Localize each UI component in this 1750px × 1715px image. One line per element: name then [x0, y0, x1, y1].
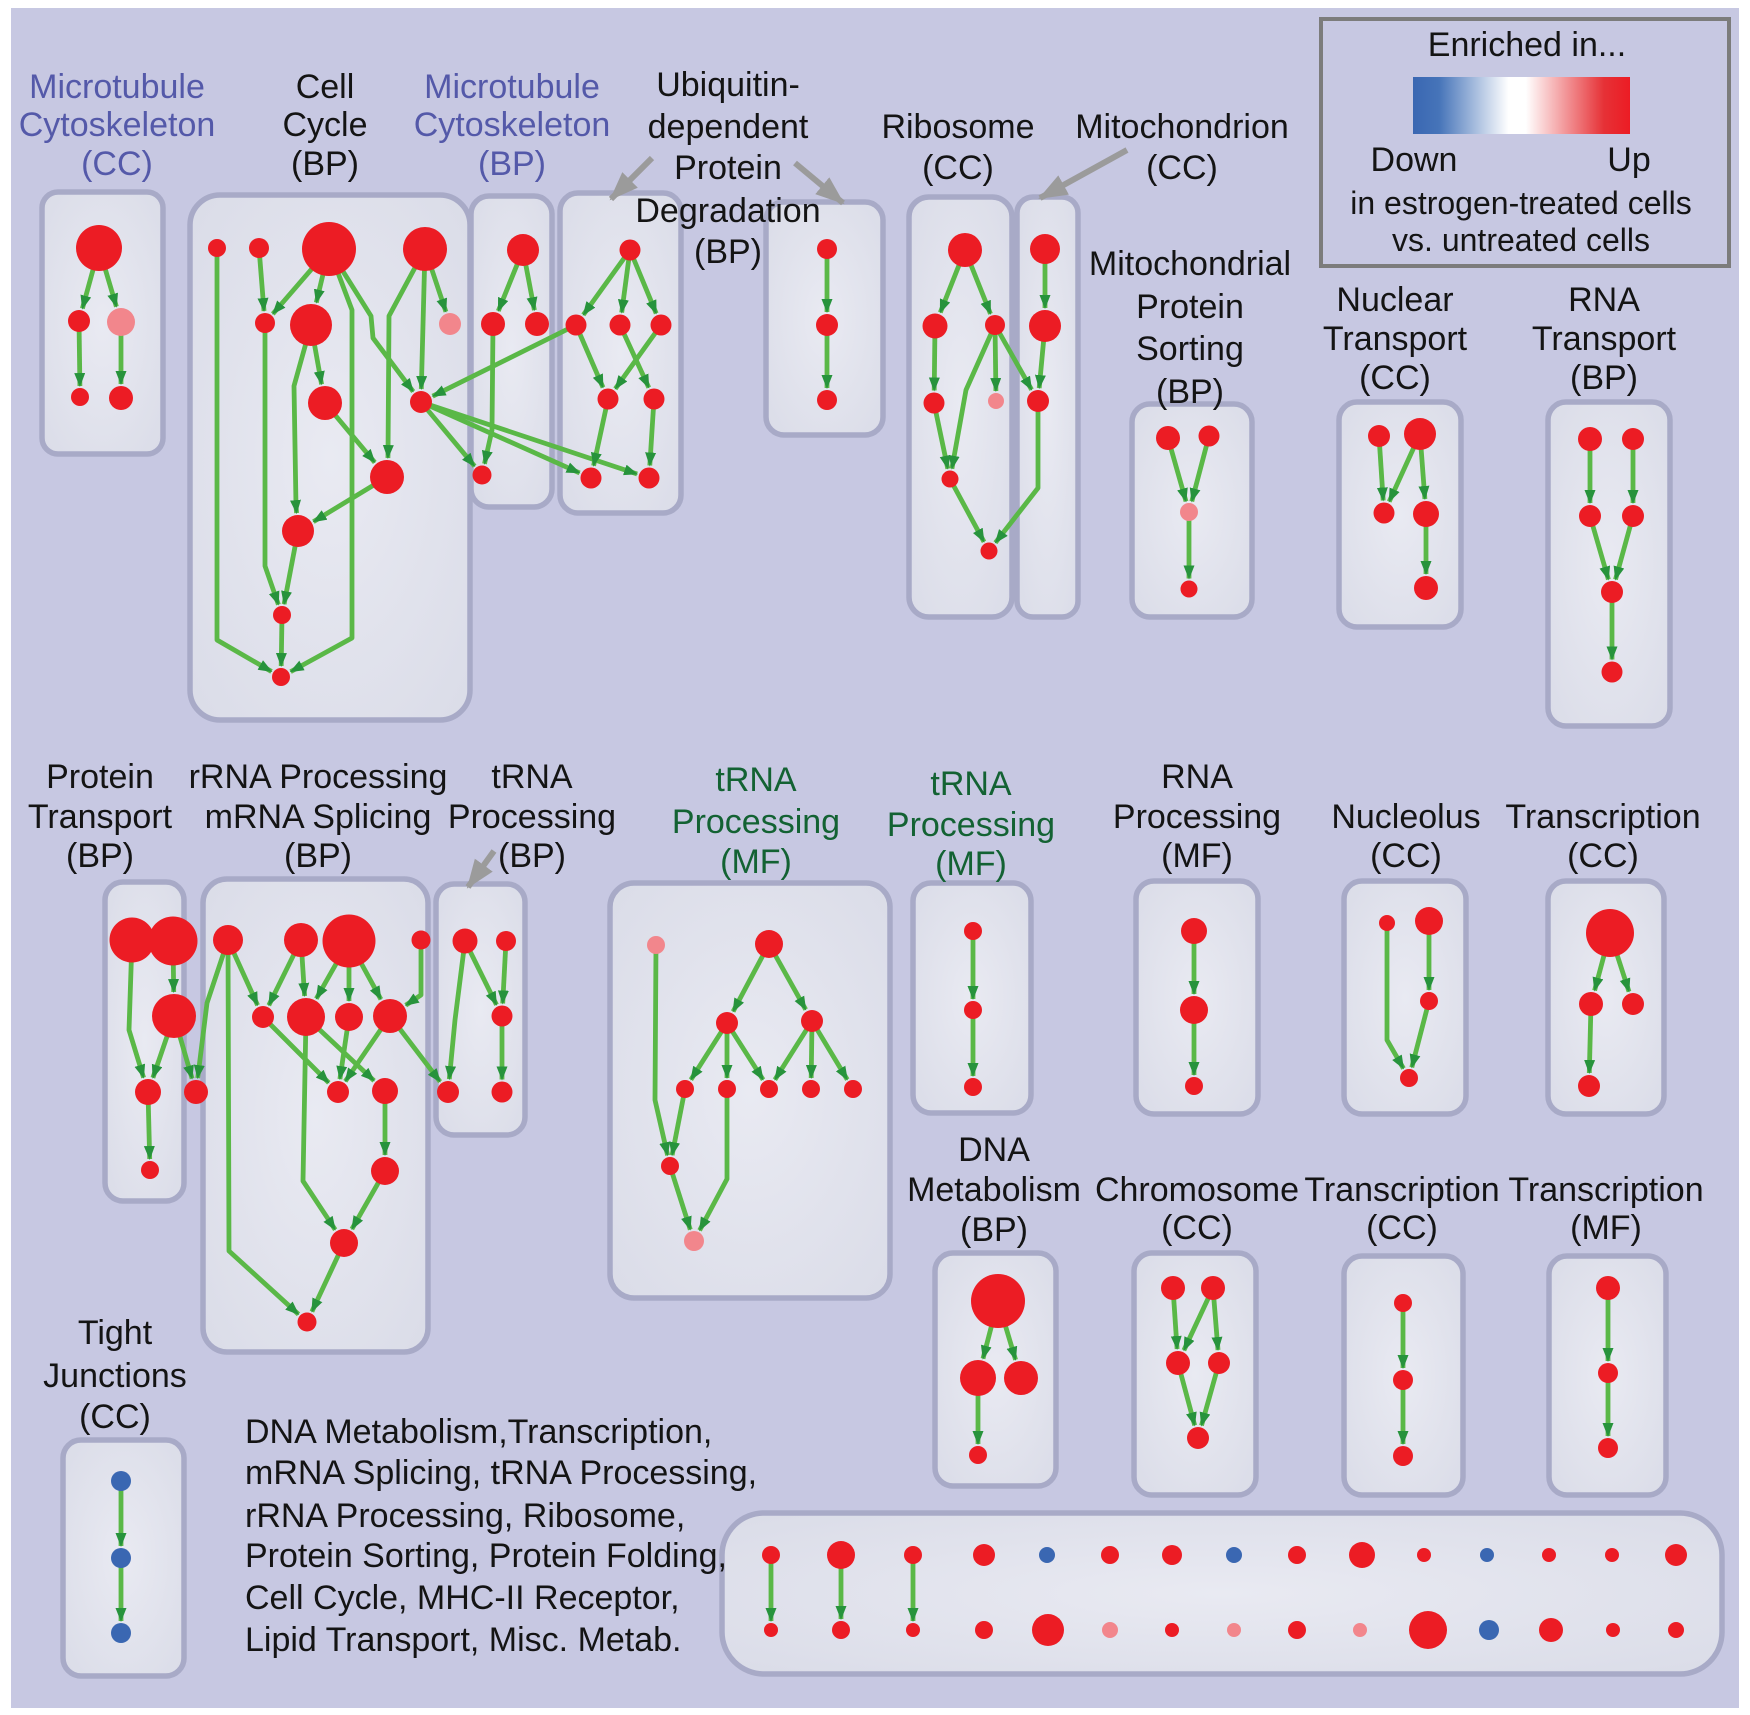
svg-text:mRNA Splicing, tRNA Processing: mRNA Splicing, tRNA Processing,	[245, 1454, 757, 1492]
svg-text:(BP): (BP)	[291, 145, 359, 183]
svg-text:Sorting: Sorting	[1136, 330, 1244, 368]
svg-text:Nuclear: Nuclear	[1336, 281, 1453, 319]
svg-text:(BP): (BP)	[284, 837, 352, 875]
svg-text:Cytoskeleton: Cytoskeleton	[19, 106, 216, 144]
svg-text:Junctions: Junctions	[43, 1357, 187, 1395]
svg-text:rRNA Processing: rRNA Processing	[189, 758, 448, 796]
svg-text:DNA: DNA	[958, 1131, 1030, 1169]
svg-text:RNA: RNA	[1568, 281, 1640, 319]
svg-text:rRNA Processing, Ribosome,: rRNA Processing, Ribosome,	[245, 1497, 685, 1535]
svg-text:DNA Metabolism,Transcription,: DNA Metabolism,Transcription,	[245, 1413, 712, 1451]
svg-text:(CC): (CC)	[1161, 1209, 1233, 1247]
svg-text:(CC): (CC)	[79, 1398, 151, 1436]
svg-text:Enriched in...: Enriched in...	[1428, 26, 1626, 64]
svg-text:(MF): (MF)	[720, 843, 792, 881]
svg-text:Processing: Processing	[887, 806, 1055, 844]
svg-text:Protein: Protein	[1136, 288, 1244, 326]
svg-text:(BP): (BP)	[960, 1211, 1028, 1249]
svg-text:Lipid Transport, Misc. Metab.: Lipid Transport, Misc. Metab.	[245, 1621, 682, 1659]
svg-text:Nucleolus: Nucleolus	[1331, 798, 1480, 836]
svg-text:Transport: Transport	[1323, 320, 1468, 358]
svg-text:Microtubule: Microtubule	[424, 68, 600, 106]
svg-text:in estrogen-treated cells: in estrogen-treated cells	[1350, 185, 1692, 221]
svg-text:(CC): (CC)	[1567, 837, 1639, 875]
svg-text:Transport: Transport	[1532, 320, 1677, 358]
svg-text:(CC): (CC)	[1146, 149, 1218, 187]
svg-text:Transcription: Transcription	[1505, 798, 1700, 836]
svg-text:tRNA: tRNA	[715, 761, 797, 799]
svg-text:Cytoskeleton: Cytoskeleton	[414, 106, 611, 144]
svg-text:Tight: Tight	[78, 1314, 153, 1352]
svg-text:dependent: dependent	[648, 108, 809, 146]
svg-text:Protein: Protein	[674, 149, 782, 187]
svg-text:Cycle: Cycle	[282, 106, 367, 144]
svg-text:Chromosome: Chromosome	[1095, 1171, 1299, 1209]
svg-text:Down: Down	[1371, 141, 1458, 179]
svg-text:Transcription: Transcription	[1304, 1171, 1499, 1209]
svg-text:Transcription: Transcription	[1508, 1171, 1703, 1209]
svg-text:(BP): (BP)	[498, 837, 566, 875]
svg-text:(MF): (MF)	[935, 845, 1007, 883]
svg-text:vs. untreated cells: vs. untreated cells	[1392, 222, 1650, 258]
svg-text:Processing: Processing	[1113, 798, 1281, 836]
svg-text:(BP): (BP)	[1570, 359, 1638, 397]
svg-text:tRNA: tRNA	[491, 758, 573, 796]
svg-text:(BP): (BP)	[1156, 373, 1224, 411]
svg-text:Metabolism: Metabolism	[907, 1171, 1081, 1209]
svg-text:(MF): (MF)	[1570, 1209, 1642, 1247]
svg-text:Degradation: Degradation	[635, 192, 820, 230]
svg-text:Cell Cycle, MHC-II Receptor,: Cell Cycle, MHC-II Receptor,	[245, 1579, 680, 1617]
svg-text:Processing: Processing	[672, 803, 840, 841]
svg-text:Ribosome: Ribosome	[881, 108, 1034, 146]
svg-text:mRNA Splicing: mRNA Splicing	[205, 798, 432, 836]
svg-text:Cell: Cell	[296, 68, 355, 106]
svg-text:(MF): (MF)	[1161, 837, 1233, 875]
svg-text:(CC): (CC)	[1359, 359, 1431, 397]
svg-text:Up: Up	[1607, 141, 1650, 179]
svg-text:(CC): (CC)	[1370, 837, 1442, 875]
svg-text:Mitochondrion: Mitochondrion	[1075, 108, 1289, 146]
svg-text:(BP): (BP)	[694, 233, 762, 271]
svg-text:Ubiquitin-: Ubiquitin-	[656, 66, 800, 104]
svg-text:(CC): (CC)	[1366, 1209, 1438, 1247]
svg-text:(BP): (BP)	[66, 837, 134, 875]
svg-text:Processing: Processing	[448, 798, 616, 836]
svg-text:Microtubule: Microtubule	[29, 68, 205, 106]
svg-text:Transport: Transport	[28, 798, 173, 836]
svg-text:(CC): (CC)	[922, 149, 994, 187]
svg-text:Mitochondrial: Mitochondrial	[1089, 245, 1291, 283]
svg-text:(BP): (BP)	[478, 145, 546, 183]
svg-text:Protein Sorting, Protein Foldi: Protein Sorting, Protein Folding,	[245, 1537, 727, 1575]
svg-text:tRNA: tRNA	[930, 765, 1012, 803]
svg-text:(CC): (CC)	[81, 145, 153, 183]
svg-text:RNA: RNA	[1161, 758, 1233, 796]
svg-text:Protein: Protein	[46, 758, 154, 796]
